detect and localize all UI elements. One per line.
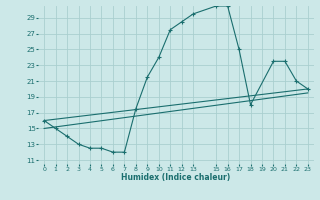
X-axis label: Humidex (Indice chaleur): Humidex (Indice chaleur)	[121, 173, 231, 182]
